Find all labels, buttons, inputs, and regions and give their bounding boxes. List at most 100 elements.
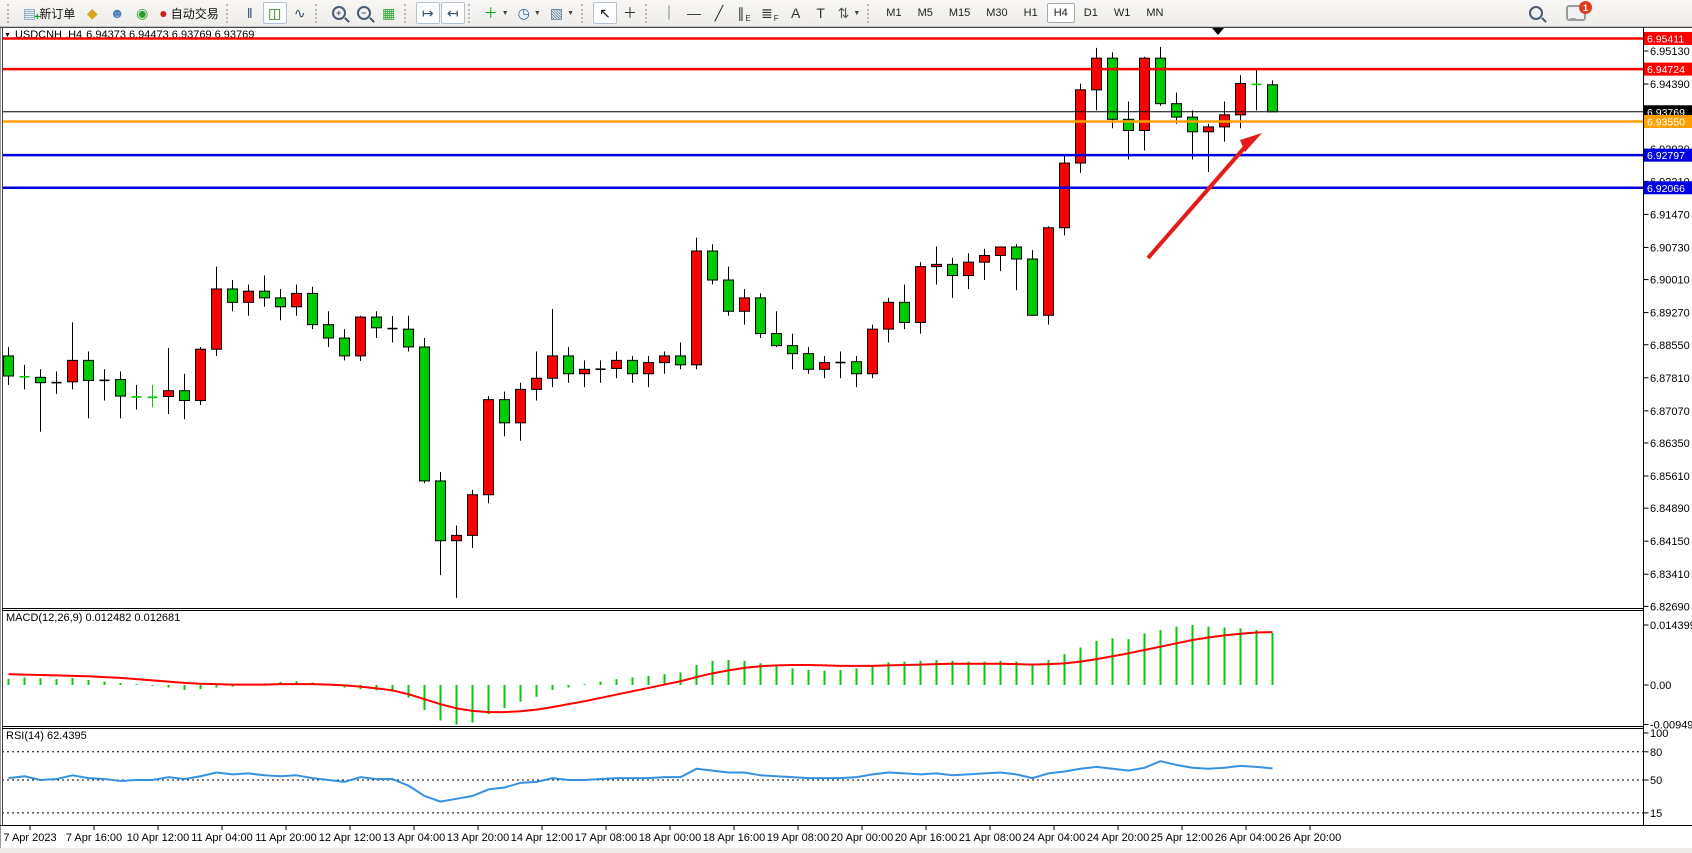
toolbar-group: ｜ — ╱ ∥ E ≣ F A T ⇅ ▼ — [657, 2, 864, 24]
toolbar-grip — [645, 3, 651, 23]
toolbar-grip — [403, 3, 410, 23]
candle-body — [403, 328, 414, 348]
candle-body — [707, 250, 718, 281]
candle-body — [1171, 103, 1182, 118]
time-axis-label: 14 Apr 12:00 — [511, 832, 573, 844]
chart-candles-button[interactable]: ◫ — [262, 2, 287, 24]
toolbar-group: ↦ ↤ — [415, 2, 465, 24]
timeframe-m5-button[interactable]: M5 — [911, 3, 940, 23]
periods-button[interactable]: ◷ ▼ — [514, 2, 545, 24]
candle-body — [611, 359, 622, 369]
document-plus-icon: ▤ + — [23, 5, 41, 23]
candle-body — [1219, 114, 1230, 128]
time-axis-label: 7 Apr 2023 — [3, 832, 56, 844]
candle-body — [1027, 258, 1038, 316]
timeframe-bar: M1 M5 M15 M30 H1 H4 D1 W1 MN — [879, 3, 1170, 23]
candle-body — [899, 301, 910, 323]
indicators-button[interactable]: ＋ ▼ — [480, 2, 513, 24]
candle-body — [291, 292, 302, 308]
rsi-axis-tick: 15 — [1650, 808, 1662, 820]
new-order-button[interactable]: ▤ + 新订单 — [19, 2, 79, 24]
candle-body — [243, 290, 254, 303]
candle-body — [1187, 116, 1198, 133]
timeframe-mn-button[interactable]: MN — [1139, 3, 1170, 23]
timeframe-m30-button[interactable]: M30 — [979, 3, 1014, 23]
timeframe-d1-button[interactable]: D1 — [1077, 3, 1105, 23]
auto-scroll-button[interactable]: ↦ — [415, 2, 440, 24]
signals-button[interactable]: ◉ — [130, 2, 154, 24]
toolbar-grip — [467, 3, 474, 23]
zoom-out-button[interactable]: − — [352, 2, 376, 24]
candle-body — [771, 333, 782, 347]
candle-body — [51, 381, 62, 384]
auto-trading-button[interactable]: ● 自动交易 — [155, 2, 222, 24]
cursor-button[interactable]: ↖ — [593, 2, 617, 24]
timeframe-m1-button[interactable]: M1 — [879, 3, 908, 23]
tile-windows-button[interactable]: ▦ — [377, 2, 401, 24]
candle-body — [339, 337, 350, 357]
price-axis-tick: 6.95130 — [1650, 46, 1690, 58]
time-axis-label: 26 Apr 20:00 — [1279, 832, 1341, 844]
price-line-badge: 6.94724 — [1647, 64, 1685, 76]
timeframe-h4-button[interactable]: H4 — [1046, 3, 1075, 23]
horizontal-line-button[interactable]: — — [682, 2, 706, 24]
toolbar-grip — [581, 3, 587, 23]
search-button[interactable] — [1524, 2, 1548, 24]
candle-body — [1043, 227, 1054, 316]
notifications-button[interactable]: 1 — [1562, 1, 1592, 24]
arrows-button[interactable]: ⇅ ▼ — [834, 2, 865, 24]
arrows-icon: ⇅ — [837, 5, 850, 21]
candle-body — [1011, 246, 1022, 260]
candle-body — [515, 388, 526, 424]
auto-trading-button-label: 自动交易 — [170, 6, 219, 21]
price-axis-tick: 6.87070 — [1650, 406, 1690, 418]
vertical-line-button[interactable]: ｜ — [657, 2, 681, 24]
label-button[interactable]: T — [809, 2, 833, 24]
candle-body — [1075, 89, 1086, 164]
candle-body — [595, 368, 606, 371]
time-axis-label: 24 Apr 04:00 — [1023, 832, 1085, 844]
mql-community-button[interactable]: ◆ — [80, 2, 104, 24]
price-line-badge: 6.92066 — [1647, 183, 1685, 195]
candle-body — [499, 399, 510, 424]
zoom-in-icon: + — [331, 6, 346, 20]
price-line-badge: 6.93550 — [1647, 117, 1685, 129]
templates-button[interactable]: ▧ ▼ — [546, 2, 578, 24]
zoom-in-button[interactable]: + — [327, 2, 351, 24]
chart-bars-button[interactable]: ‖ — [238, 2, 262, 24]
price-axis-tick: 6.90010 — [1650, 275, 1690, 287]
price-axis-tick: 6.93650 — [1650, 112, 1690, 124]
chart-line-button[interactable]: ∿ — [288, 2, 312, 24]
fibonacci-button[interactable]: ≣ F — [757, 2, 783, 24]
candle-body — [755, 297, 766, 335]
timeframe-m15-button[interactable]: M15 — [942, 3, 977, 23]
candle-body — [3, 355, 14, 377]
chart-area[interactable]: ▼ USDCNH ,H4 6.94373 6.94473 6.93769 6.9… — [0, 27, 1692, 853]
toolbar-grip — [7, 3, 13, 23]
timeframe-w1-button[interactable]: W1 — [1107, 3, 1138, 23]
candle-body — [963, 261, 974, 277]
template-icon: ▧ — [549, 5, 564, 21]
profile-button[interactable]: ☻ — [105, 2, 129, 24]
candle-body — [195, 348, 206, 402]
rsi-axis-tick: 80 — [1650, 747, 1662, 759]
candle-body — [147, 396, 158, 399]
candle-body — [1155, 57, 1166, 105]
text-button[interactable]: A — [784, 2, 808, 24]
trendline-button[interactable]: ╱ — [707, 2, 731, 24]
rsi-indicator-label: RSI(14) 62.4395 — [6, 730, 87, 742]
zoom-out-icon: − — [356, 6, 371, 20]
crosshair-button[interactable]: ＋ — [618, 2, 642, 24]
channel-button[interactable]: ∥ E — [732, 2, 756, 24]
candle-body — [1091, 57, 1102, 91]
toolbar-group: ‖ ◫ ∿ — [238, 2, 312, 24]
chart-shift-button[interactable]: ↤ — [440, 2, 465, 24]
timeframe-h1-button[interactable]: H1 — [1017, 3, 1045, 23]
candle-body — [675, 355, 686, 366]
candle-body — [211, 288, 222, 350]
candle-body — [307, 292, 318, 326]
time-axis-label: 11 Apr 04:00 — [191, 832, 253, 844]
label-icon: T — [816, 5, 825, 21]
price-axis-tick: 6.84890 — [1650, 503, 1690, 515]
candle-body — [227, 288, 238, 303]
